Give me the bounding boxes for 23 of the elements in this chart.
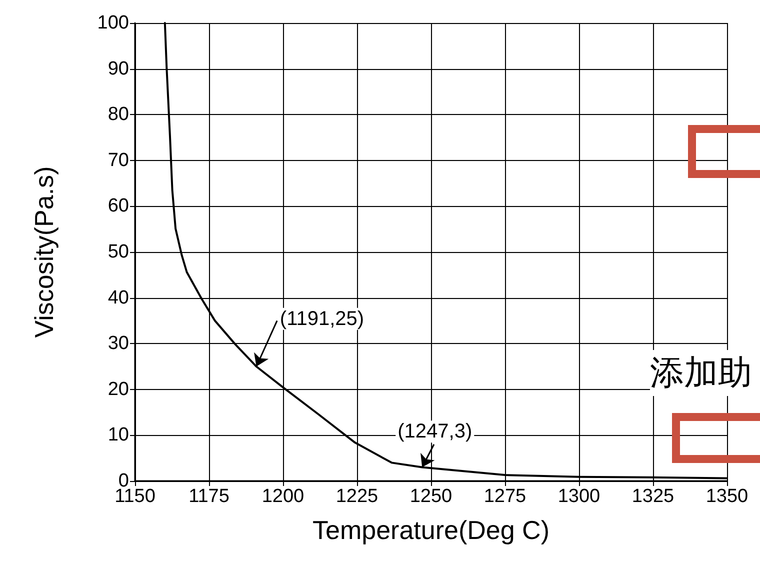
y-tick-label: 50	[108, 242, 129, 262]
y-tick-label: 80	[108, 104, 129, 126]
x-tick-label: 1175	[188, 486, 230, 507]
y-axis-title: Viscosity(Pa.s)	[29, 166, 59, 338]
y-tick-label: 60	[108, 196, 129, 217]
y-tick-label: 10	[108, 424, 129, 446]
annotation: 添加助	[650, 350, 752, 396]
y-tick-label: 70	[108, 150, 129, 171]
x-tick-label: 1300	[558, 486, 600, 507]
x-axis-title: Temperature(Deg C)	[312, 515, 550, 545]
annotation: (1191,25)	[280, 308, 364, 330]
x-tick-label: 1200	[262, 486, 304, 507]
annotation: (1247,3)	[398, 420, 472, 443]
y-tick-label: 30	[108, 333, 129, 354]
y-tick-label: 40	[108, 287, 129, 308]
x-tick-label: 1250	[410, 486, 452, 507]
y-tick-label: 90	[108, 58, 129, 80]
x-tick-label: 1225	[336, 486, 378, 507]
y-tick-label: 100	[97, 12, 129, 34]
y-tick-label: 20	[108, 378, 129, 400]
x-tick-label: 1325	[632, 486, 674, 507]
x-tick-label: 1350	[706, 486, 748, 507]
x-tick-label: 1275	[484, 486, 526, 507]
